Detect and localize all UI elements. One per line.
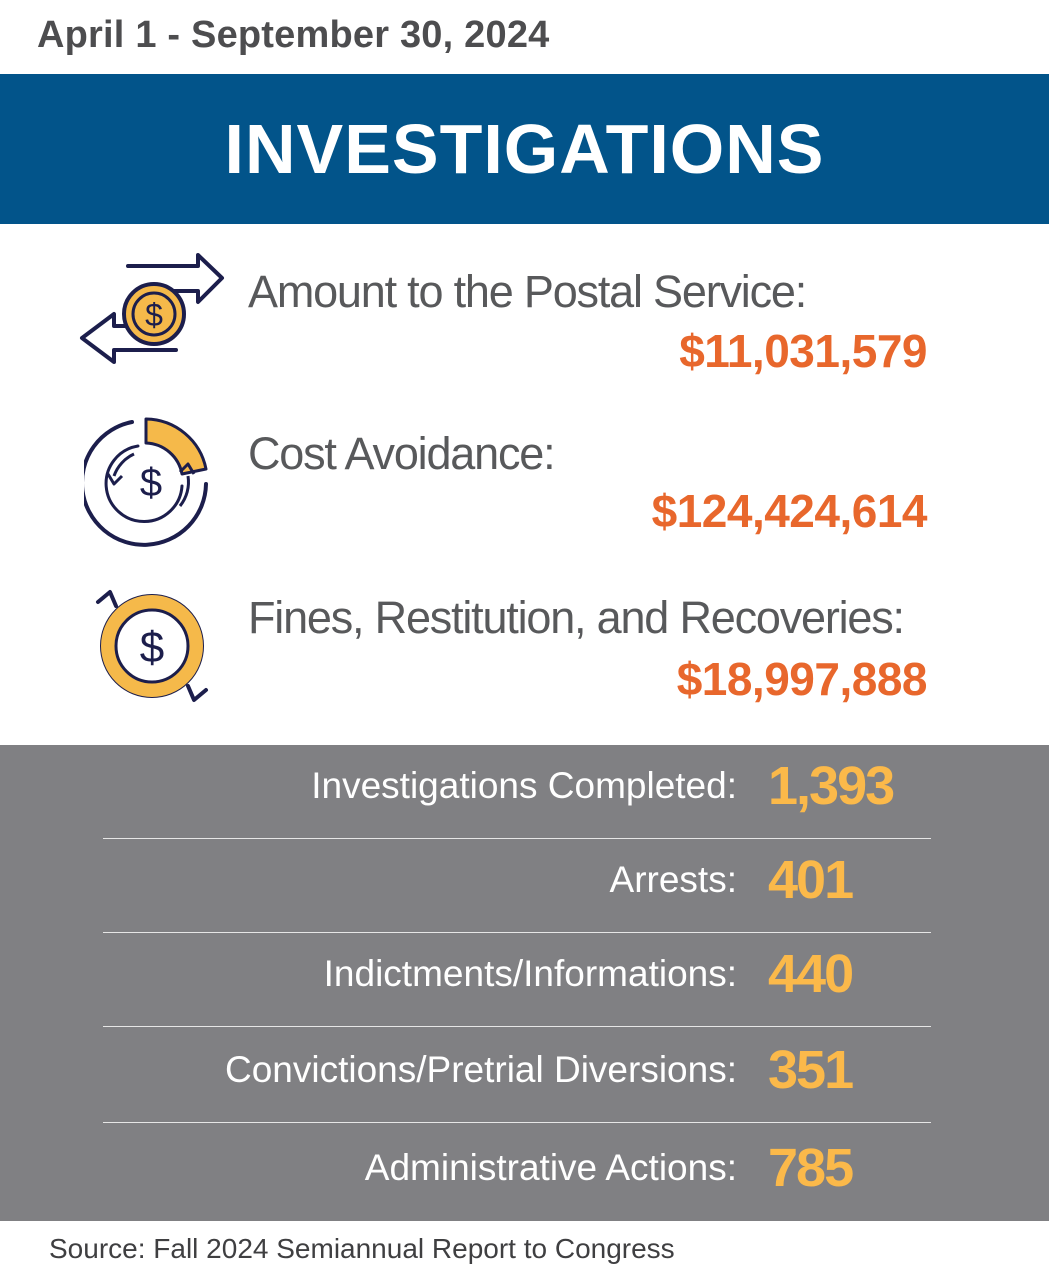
exchange-dollar-icon: $ [80, 253, 224, 364]
cycle-dollar-icon: $ [84, 417, 208, 547]
stat-label: Arrests: [609, 859, 737, 900]
date-range: April 1 - September 30, 2024 [37, 14, 550, 56]
stat-row: Convictions/Pretrial Diversions: 351 [103, 1029, 931, 1123]
stats-panel: Investigations Completed: 1,393 Arrests:… [0, 745, 1049, 1221]
stat-row: Investigations Completed: 1,393 [103, 745, 931, 839]
money-label: Cost Avoidance: [248, 428, 556, 479]
money-label: Amount to the Postal Service: [248, 266, 807, 317]
money-item-postal-service: $ Amount to the Postal Service: $11,031,… [0, 250, 1049, 380]
stat-value: 785 [768, 1138, 854, 1198]
stat-label: Convictions/Pretrial Diversions: [224, 1049, 737, 1090]
money-value: $18,997,888 [676, 653, 928, 705]
money-item-fines-recoveries: $ Fines, Restitution, and Recoveries: $1… [0, 580, 1049, 710]
money-item-cost-avoidance: $ Cost Avoidance: $124,424,614 [0, 414, 1049, 554]
title-banner: INVESTIGATIONS [0, 74, 1049, 224]
money-value: $124,424,614 [651, 485, 928, 537]
stat-value: 351 [768, 1040, 854, 1100]
stat-row: Arrests: 401 [103, 839, 931, 933]
source-note: Source: Fall 2024 Semiannual Report to C… [49, 1233, 675, 1264]
money-label: Fines, Restitution, and Recoveries: [248, 592, 905, 643]
svg-text:$: $ [140, 461, 162, 505]
stat-value: 401 [768, 850, 854, 910]
stat-label: Indictments/Informations: [323, 953, 737, 994]
stat-label: Administrative Actions: [364, 1147, 737, 1188]
recovery-dollar-icon: $ [96, 590, 208, 702]
money-value: $11,031,579 [679, 325, 927, 377]
page-title: INVESTIGATIONS [224, 110, 825, 188]
stat-value: 440 [768, 944, 854, 1004]
svg-text:$: $ [145, 297, 163, 333]
stat-value: 1,393 [768, 756, 895, 816]
stat-row: Administrative Actions: 785 [103, 1127, 931, 1220]
svg-text:$: $ [140, 623, 164, 672]
stat-row: Indictments/Informations: 440 [103, 933, 931, 1027]
stat-label: Investigations Completed: [311, 765, 737, 806]
